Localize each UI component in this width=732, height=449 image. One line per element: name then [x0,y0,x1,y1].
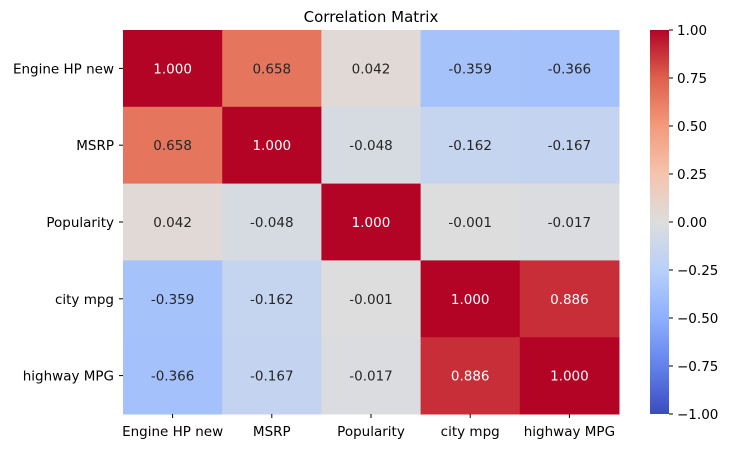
cell-value-label: -0.167 [548,138,592,154]
x-tick-label: Engine HP new [122,424,223,440]
cell-value-label: 1.000 [352,215,391,231]
y-tick-label: MSRP [76,138,114,154]
cell-value-label: 1.000 [252,138,291,154]
heatmap-cell [123,106,223,185]
heatmap-cell [123,183,223,261]
cell-value-label: -0.162 [250,292,294,308]
colorbar-tick-label: 1.00 [677,23,707,39]
heatmap-cell [420,106,521,185]
heatmap-cell [321,260,422,338]
heatmap-cell [222,106,322,185]
heatmap-cell [420,30,521,108]
cell-value-label: 0.042 [153,215,192,231]
y-tick-label: city mpg [55,292,114,308]
cell-value-label: -0.366 [548,61,592,77]
heatmap-cell [222,30,322,108]
cell-value-label: -0.001 [349,292,393,308]
heatmap-cell [519,30,620,108]
x-axis: Engine HP new MSRP Popularity city mpg highw… [122,414,615,440]
cell-value-label: -0.359 [448,61,492,77]
cell-value-label: 0.658 [153,138,192,154]
cell-value-label: 1.000 [550,369,589,385]
cell-value-label: -0.366 [151,369,195,385]
cell-value-label: 0.042 [352,61,391,77]
colorbar-tick-label: −0.75 [677,359,718,375]
heatmap-cell [222,260,322,338]
heatmap-cell [420,183,521,261]
cell-value-label: -0.048 [349,138,393,154]
colorbar: 1.00 0.75 0.50 0.25 0.00 −0.25 −0.50 −0.75 −1.00 [650,23,718,423]
x-tick-label: city mpg [441,424,500,440]
y-tick-label: Engine HP new [13,61,114,77]
cell-value-label: 1.000 [153,61,192,77]
colorbar-tick-label: −0.50 [677,311,718,327]
heatmap-cell [222,337,322,415]
y-tick-label: highway MPG [23,369,114,385]
colorbar-tick-label: 0.75 [677,71,707,87]
cell-value-label: -0.017 [349,369,393,385]
heatmap-cell [519,337,620,415]
cell-value-label: -0.167 [250,369,294,385]
heatmap-cell [321,106,422,185]
cell-value-label: 1.000 [451,292,490,308]
heatmap-cell [519,106,620,185]
cell-value-label: -0.162 [448,138,492,154]
x-tick-label: Popularity [337,424,405,440]
cell-value-label: -0.017 [548,215,592,231]
heatmap-cell [321,30,422,108]
heatmap-cell [123,30,223,108]
chart-title: Correlation Matrix [304,8,439,26]
heatmap-cell [519,183,620,261]
colorbar-tick-label: 0.00 [677,215,707,231]
heatmap-cell [519,260,620,338]
colorbar-tick-label: 0.25 [677,167,707,183]
heatmap-cell [222,183,322,261]
cell-value-label: -0.048 [250,215,294,231]
colorbar-tick-label: 0.50 [677,119,707,135]
colorbar-tick-label: −1.00 [677,407,718,423]
colorbar-gradient [650,30,669,414]
heatmap-cell [420,260,521,338]
cell-value-label: 0.658 [252,61,291,77]
heatmap-cell [123,260,223,338]
heatmap-cell [321,337,422,415]
heatmap-cell [321,183,422,261]
cell-value-label: -0.001 [448,215,492,231]
y-axis: Engine HP new MSRP Popularity city mpg highw… [13,61,123,385]
cell-value-label: -0.359 [151,292,195,308]
colorbar-tick-label: −0.25 [677,263,718,279]
y-tick-label: Popularity [46,215,114,231]
x-tick-label: MSRP [253,424,291,440]
x-tick-label: highway MPG [524,424,615,440]
heatmap-cells: 1.000 0.658 0.042 -0.359 -0.366 0.658 1.000 -0.… [123,30,620,415]
heatmap-cell [420,337,521,415]
cell-value-label: 0.886 [550,292,589,308]
heatmap-cell [123,337,223,415]
cell-value-label: 0.886 [451,369,490,385]
